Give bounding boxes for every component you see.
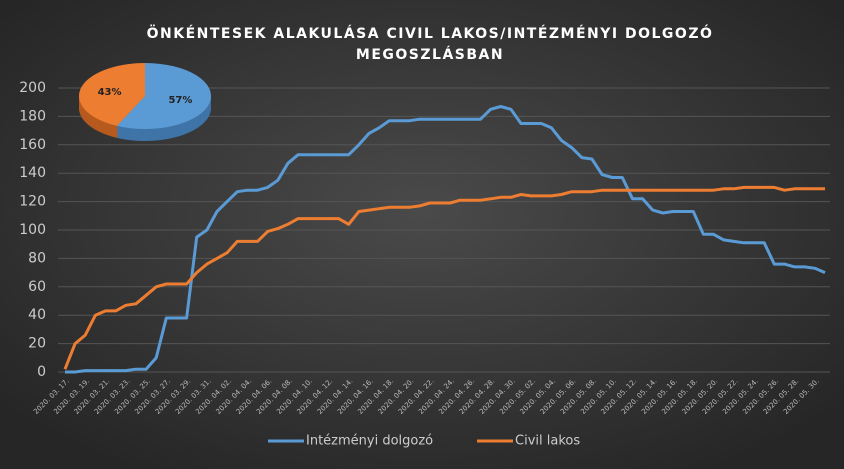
y-tick-label: 60 [28,279,46,295]
y-tick-label: 100 [19,222,46,238]
y-tick-label: 160 [19,137,46,153]
legend-label: Civil lakos [515,434,580,449]
pie-slice [116,63,211,129]
y-tick-label: 200 [19,80,46,96]
y-tick-label: 0 [37,364,46,380]
y-tick-label: 80 [28,250,46,266]
y-tick-label: 140 [19,165,46,181]
y-tick-label: 180 [19,108,46,124]
data-label: 57% [168,95,192,106]
chart-title: ÖNKÉNTESEK ALAKULÁSA CIVIL LAKOS/INTÉZMÉ… [147,24,714,42]
pie-slice [79,63,145,126]
y-tick-label: 20 [28,336,46,352]
y-tick-label: 120 [19,194,46,210]
line-series [63,185,825,370]
chart-title: MEGOSZLÁSBAN [356,46,504,63]
data-label: 43% [98,87,122,98]
legend-label: Intézményi dolgozó [306,434,433,449]
y-tick-label: 40 [28,307,46,323]
